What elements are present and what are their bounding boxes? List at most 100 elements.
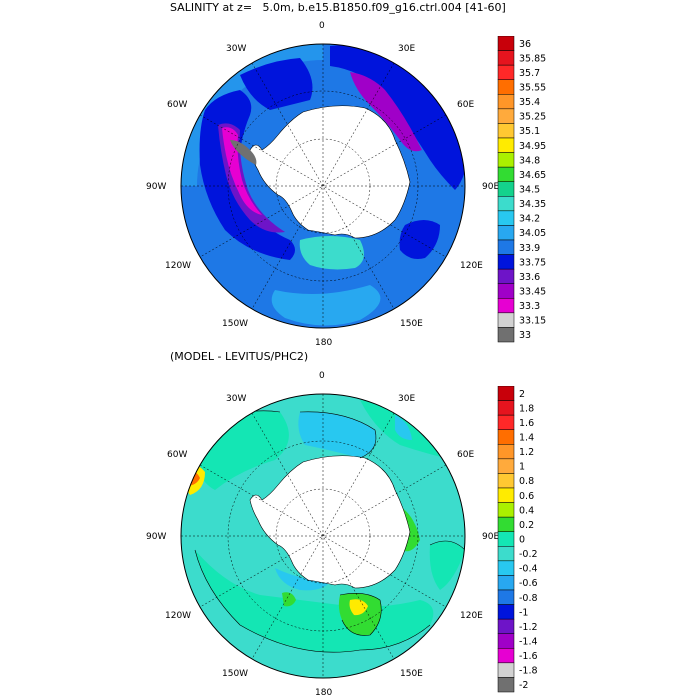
- difference-region: [282, 592, 296, 607]
- colorbar-swatch: [497, 108, 515, 124]
- colorbar-swatch: [497, 152, 515, 168]
- colorbar-tick-label: 35.4: [519, 97, 540, 108]
- lon-label: 30W: [226, 394, 246, 404]
- top-colorbar: 36 35.85 35.7 35.55 35.4 35.25 35.1 34.95 34.8 34…: [497, 36, 546, 343]
- colorbar-tick-label: 34.8: [519, 155, 540, 166]
- colorbar-tick-label: 33.6: [519, 272, 540, 283]
- colorbar-tick-label: 33: [519, 330, 531, 341]
- colorbar-tick-label: 33.75: [519, 257, 546, 268]
- lon-label: 150W: [222, 319, 248, 329]
- colorbar-tick-label: -2: [519, 680, 528, 691]
- colorbar-swatch: [497, 662, 515, 678]
- colorbar-swatch: [497, 123, 515, 139]
- lon-label: 90W: [146, 182, 166, 192]
- lon-label: 150E: [400, 669, 423, 679]
- lon-label: 180: [315, 338, 332, 348]
- colorbar-swatch: [497, 254, 515, 270]
- colorbar-swatch: [497, 648, 515, 664]
- lon-label: 120E: [460, 611, 483, 621]
- colorbar-tick-label: -1.4: [519, 637, 538, 648]
- colorbar-tick-label: 0.4: [519, 505, 534, 516]
- difference-region: [395, 415, 412, 440]
- colorbar-tick-label: 35.25: [519, 112, 546, 123]
- lon-label: 60E: [457, 100, 474, 110]
- lon-label: 150E: [400, 319, 423, 329]
- colorbar-swatch: [497, 604, 515, 620]
- colorbar-tick-label: 34.65: [519, 170, 546, 181]
- lon-label: 0: [319, 371, 325, 381]
- graticule: [181, 44, 465, 328]
- lon-label: 30W: [226, 44, 246, 54]
- colorbar-tick-label: -1: [519, 607, 528, 618]
- top-polar-map: 0 30E 60E 90E 120E 150E 180 150W 120W 90…: [146, 21, 499, 348]
- colorbar-swatch: [497, 36, 515, 51]
- lon-label: 30E: [398, 44, 415, 54]
- colorbar-tick-label: 34.35: [519, 199, 546, 210]
- colorbar-tick-label: -0.2: [519, 549, 538, 560]
- bottom-panel-title: (MODEL - LEVITUS/PHC2): [170, 350, 309, 363]
- colorbar-swatch: [497, 298, 515, 314]
- colorbar-tick-label: 1.8: [519, 403, 534, 414]
- colorbar-swatch: [497, 531, 515, 547]
- colorbar-swatch: [497, 677, 515, 693]
- colorbar-tick-label: 1.4: [519, 433, 534, 444]
- colorbar-tick-label: 34.2: [519, 214, 540, 225]
- lon-label: 150W: [222, 669, 248, 679]
- lon-label: 180: [315, 688, 332, 698]
- colorbar-tick-label: 36: [519, 39, 531, 50]
- salinity-region: [350, 72, 422, 152]
- colorbar-tick-label: 1.6: [519, 418, 534, 429]
- colorbar-tick-label: 35.7: [519, 68, 540, 79]
- lon-label: 90E: [482, 532, 499, 542]
- colorbar-swatch: [497, 560, 515, 576]
- colorbar-swatch: [497, 64, 515, 80]
- colorbar-tick-label: 33.15: [519, 316, 546, 327]
- colorbar-tick-label: -1.8: [519, 666, 538, 677]
- colorbar-swatch: [497, 516, 515, 532]
- colorbar-tick-label: 0.6: [519, 491, 534, 502]
- difference-region: [298, 411, 376, 458]
- colorbar-swatch: [497, 50, 515, 66]
- colorbar-swatch: [497, 327, 515, 343]
- lon-label: 120W: [165, 261, 191, 271]
- colorbar-swatch: [497, 181, 515, 197]
- colorbar-swatch: [497, 79, 515, 95]
- colorbar-tick-label: 35.85: [519, 53, 546, 64]
- colorbar-swatch: [497, 444, 515, 460]
- colorbar-tick-label: 34.05: [519, 228, 546, 239]
- colorbar-swatch: [497, 546, 515, 562]
- colorbar-swatch: [497, 429, 515, 445]
- salinity-region: [271, 285, 381, 326]
- salinity-region: [299, 236, 364, 270]
- salinity-region: [222, 127, 262, 215]
- colorbar-swatch: [497, 137, 515, 153]
- antarctic-peninsula: [230, 140, 257, 165]
- difference-region: [275, 568, 330, 591]
- salinity-region: [399, 220, 440, 259]
- lon-label: 0: [319, 21, 325, 31]
- top-panel-title: SALINITY at z= 5.0m, b.e15.B1850.f09_g16…: [170, 1, 506, 14]
- colorbar-swatch: [497, 166, 515, 182]
- colorbar-tick-label: -0.6: [519, 578, 538, 589]
- colorbar-tick-label: 34.95: [519, 141, 546, 152]
- colorbar-swatch: [497, 618, 515, 634]
- lon-label: 60W: [167, 100, 187, 110]
- colorbar-swatch: [497, 458, 515, 474]
- colorbar-swatch: [497, 225, 515, 241]
- colorbar-swatch: [497, 473, 515, 489]
- colorbar-tick-label: 33.9: [519, 243, 540, 254]
- colorbar-tick-label: 33.45: [519, 287, 546, 298]
- colorbar-tick-label: 1.2: [519, 447, 534, 458]
- colorbar-swatch: [497, 210, 515, 226]
- colorbar-tick-label: 0: [519, 535, 525, 546]
- colorbar-tick-label: 0.8: [519, 476, 534, 487]
- colorbar-swatch: [497, 400, 515, 416]
- lon-label: 120W: [165, 611, 191, 621]
- lon-label: 90E: [482, 182, 499, 192]
- colorbar-tick-label: 1: [519, 462, 525, 473]
- colorbar-tick-label: 2: [519, 389, 525, 400]
- colorbar-swatch: [497, 414, 515, 430]
- colorbar-tick-label: 33.3: [519, 301, 540, 312]
- lon-label: 60E: [457, 450, 474, 460]
- colorbar-tick-label: -0.4: [519, 564, 538, 575]
